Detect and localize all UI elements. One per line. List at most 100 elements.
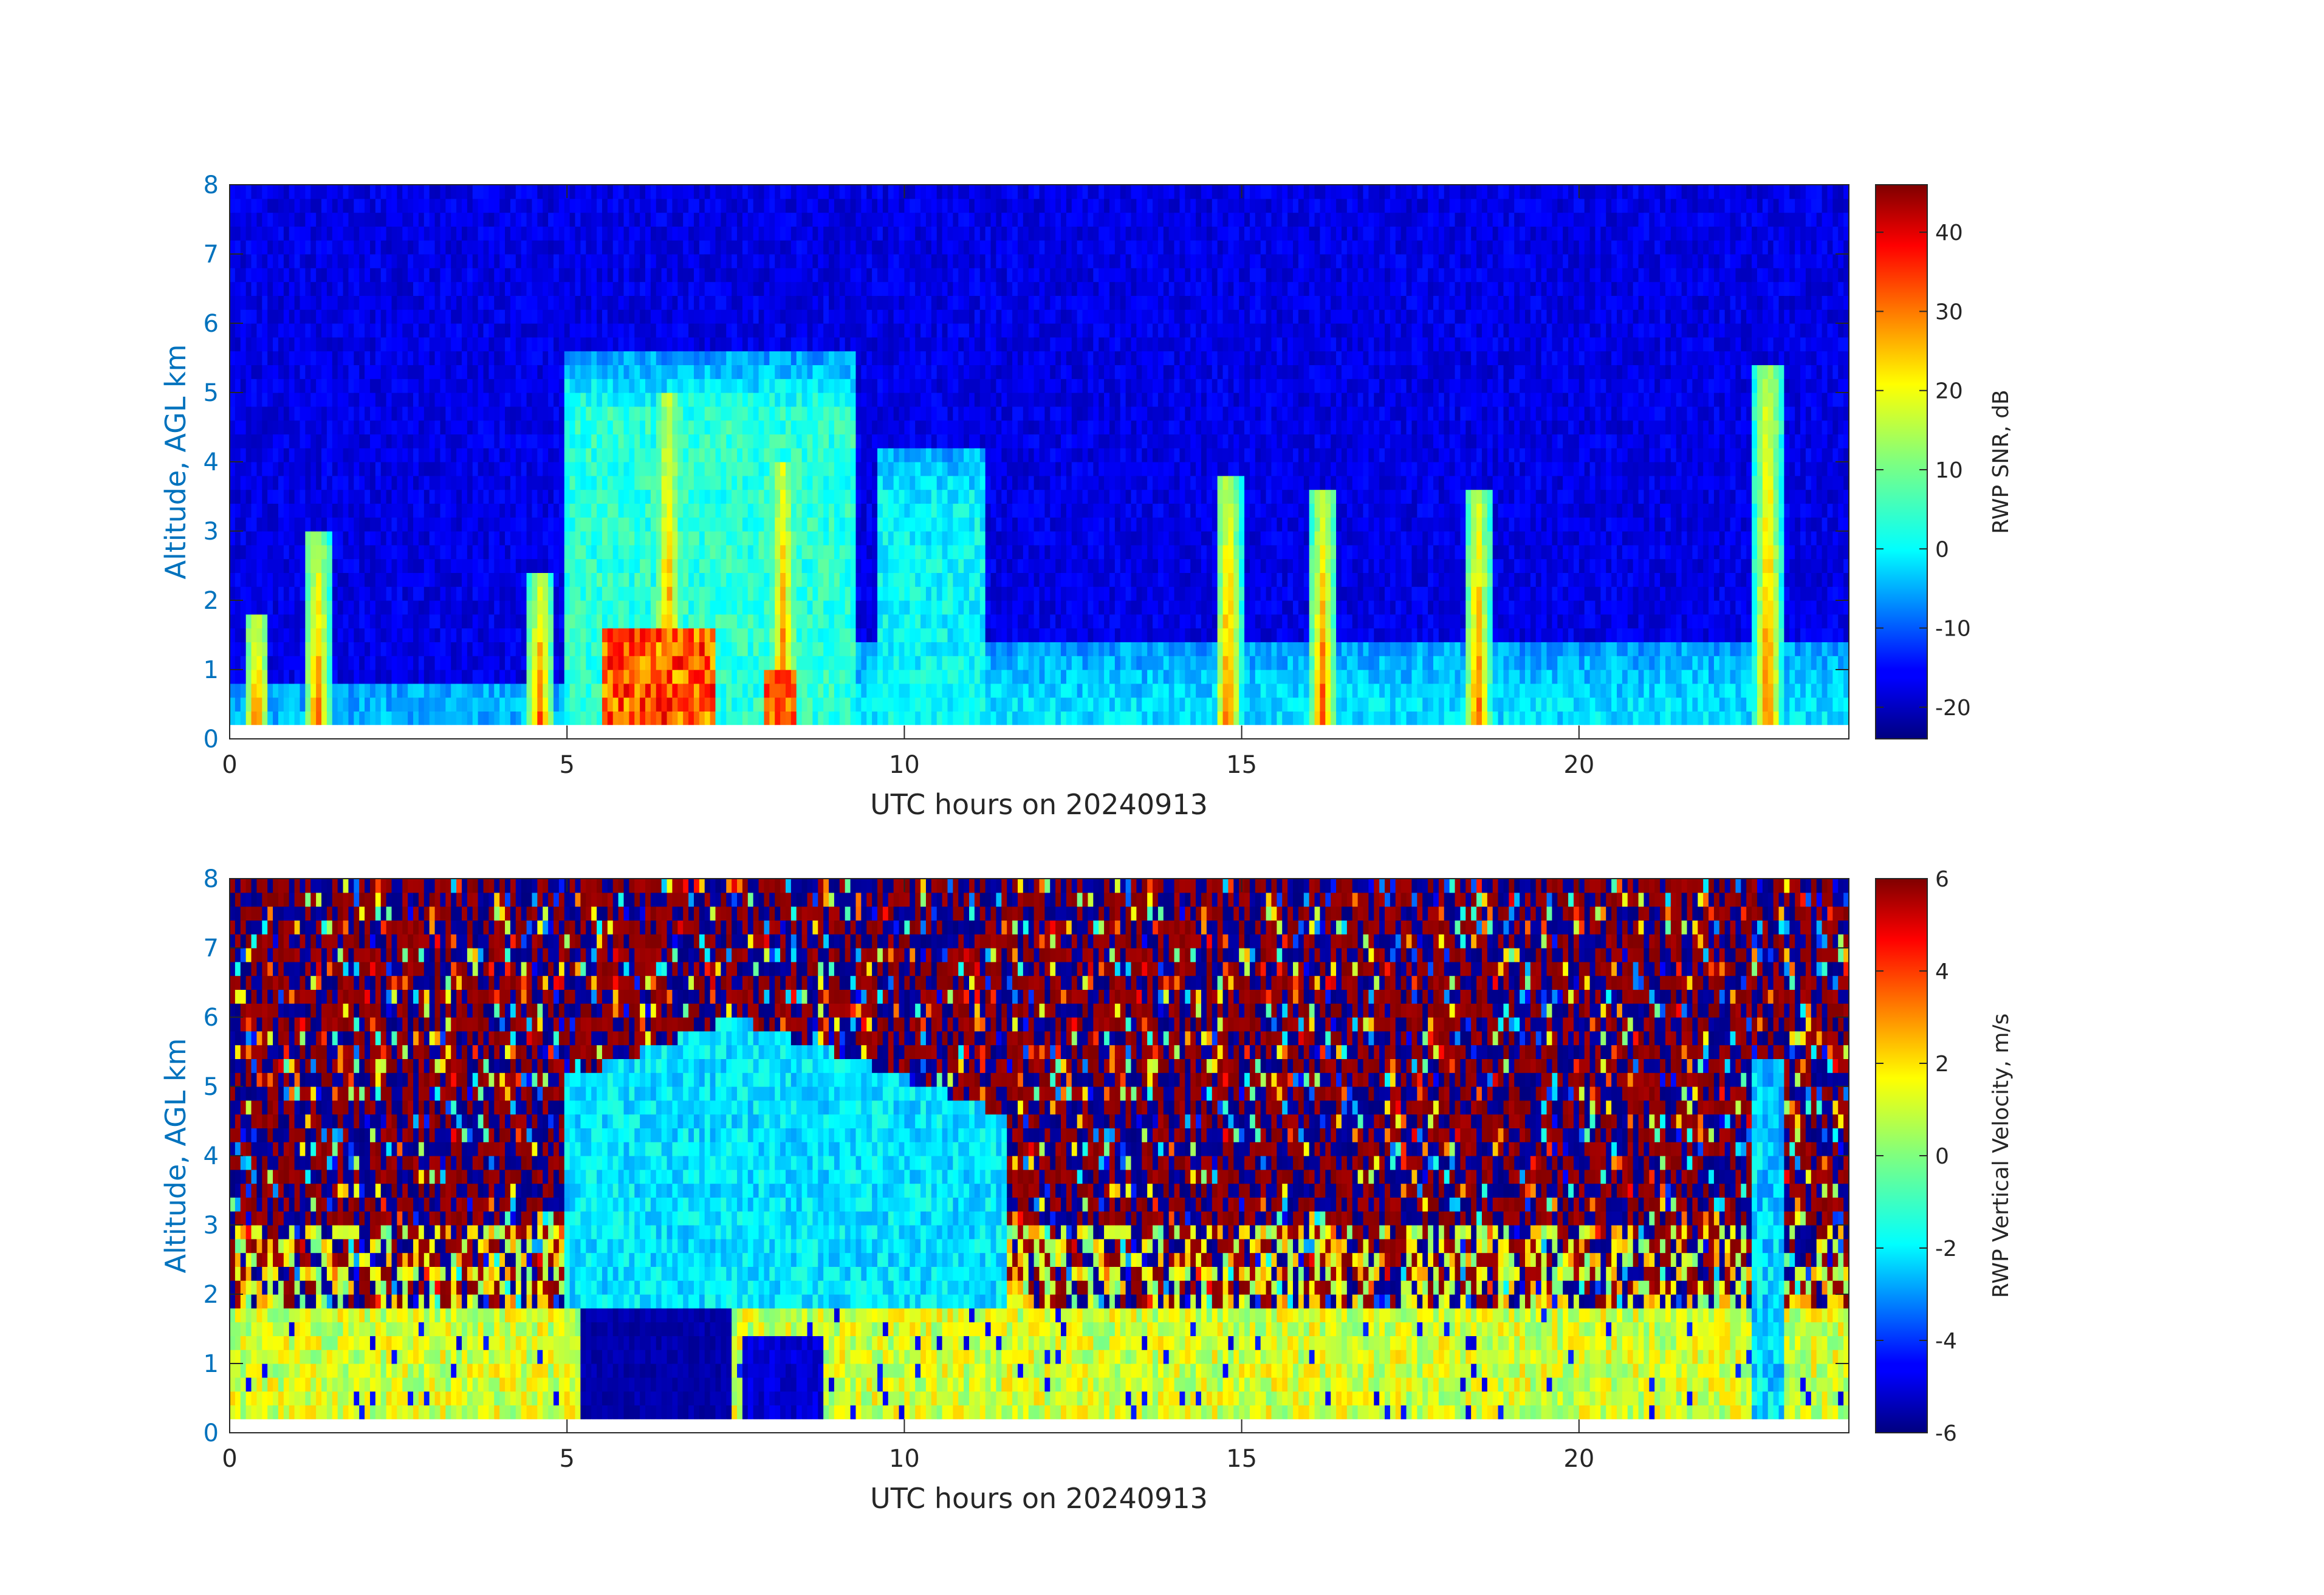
snr-cell (472, 420, 479, 434)
snr-cell (321, 406, 327, 421)
snr-cell (586, 420, 592, 434)
snr-cell (543, 517, 549, 532)
snr-cell (758, 267, 765, 283)
snr-cell (656, 309, 662, 324)
snr-cell (505, 351, 511, 365)
snr-cell (737, 434, 743, 448)
snr-cell (818, 628, 824, 642)
snr-cell (564, 281, 571, 296)
snr-cell (715, 711, 721, 725)
snr-cell (629, 656, 635, 670)
snr-cell (677, 475, 684, 490)
snr-cell (256, 323, 262, 338)
snr-cell (845, 254, 851, 269)
snr-cell (607, 309, 614, 324)
snr-cell (710, 683, 716, 698)
snr-cell (256, 711, 262, 725)
snr-cell (343, 697, 349, 712)
snr-cell (391, 323, 397, 338)
snr-cell (597, 254, 603, 269)
snr-cell (667, 517, 673, 532)
snr-cell (278, 309, 284, 324)
snr-cell (597, 572, 603, 587)
snr-cell (526, 544, 533, 560)
snr-cell (230, 267, 236, 283)
snr-cell (326, 254, 333, 269)
snr-cell (769, 558, 775, 573)
snr-cell (380, 503, 387, 518)
snr-cell (240, 185, 247, 199)
snr-cell (845, 295, 851, 310)
snr-cell (278, 697, 284, 712)
snr-cell (672, 558, 678, 573)
snr-cell (866, 697, 872, 712)
snr-cell (235, 600, 241, 615)
snr-cell (543, 683, 549, 698)
snr-cell (683, 586, 689, 601)
snr-cell (267, 448, 273, 462)
snr-cell (326, 240, 333, 255)
snr-cell (505, 185, 511, 199)
snr-cell (877, 198, 883, 213)
snr-cell (456, 462, 462, 476)
snr-cell (488, 351, 495, 365)
snr-cell (597, 406, 603, 421)
snr-cell (823, 198, 829, 213)
snr-empty-cell (526, 725, 533, 739)
snr-cell (337, 198, 344, 213)
snr-cell (483, 448, 489, 462)
snr-cell (785, 586, 792, 601)
snr-cell (629, 240, 635, 255)
snr-cell (380, 448, 387, 462)
snr-empty-cell (866, 725, 872, 739)
snr-cell (391, 711, 397, 725)
snr-cell (526, 642, 533, 656)
snr-cell (801, 254, 808, 269)
snr-cell (343, 600, 349, 615)
snr-cell (634, 337, 640, 352)
snr-cell (656, 697, 662, 712)
snr-cell (397, 198, 403, 213)
snr-cell (893, 656, 900, 670)
snr-cell (456, 281, 462, 296)
snr-cell (240, 544, 247, 560)
snr-cell (629, 281, 635, 296)
snr-cell (505, 406, 511, 421)
snr-cell (747, 544, 754, 560)
snr-cell (640, 295, 646, 310)
snr-cell (451, 475, 457, 490)
snr-cell (537, 642, 543, 656)
snr-cell (769, 642, 775, 656)
snr-cell (850, 393, 857, 407)
snr-cell (855, 379, 862, 393)
snr-cell (505, 572, 511, 587)
snr-cell (494, 642, 500, 656)
snr-cell (661, 517, 668, 532)
snr-cell (569, 295, 576, 310)
snr-empty-cell (391, 725, 397, 739)
snr-cell (775, 517, 781, 532)
snr-cell (586, 642, 592, 656)
snr-cell (467, 393, 473, 407)
snr-cell (780, 406, 786, 421)
snr-cell (569, 379, 576, 393)
snr-cell (402, 572, 408, 587)
snr-cell (332, 379, 338, 393)
snr-cell (408, 614, 414, 629)
snr-cell (645, 406, 651, 421)
snr-cell (445, 544, 451, 560)
snr-cell (710, 337, 716, 352)
snr-cell (753, 434, 759, 448)
snr-cell (672, 448, 678, 462)
snr-cell (532, 254, 538, 269)
snr-cell (586, 267, 592, 283)
snr-cell (451, 365, 457, 379)
snr-cell (612, 198, 619, 213)
snr-cell (790, 683, 797, 698)
snr-cell (386, 656, 392, 670)
snr-cell (780, 642, 786, 656)
snr-cell (510, 600, 516, 615)
snr-cell (386, 628, 392, 642)
snr-cell (558, 226, 565, 241)
snr-cell (683, 240, 689, 255)
